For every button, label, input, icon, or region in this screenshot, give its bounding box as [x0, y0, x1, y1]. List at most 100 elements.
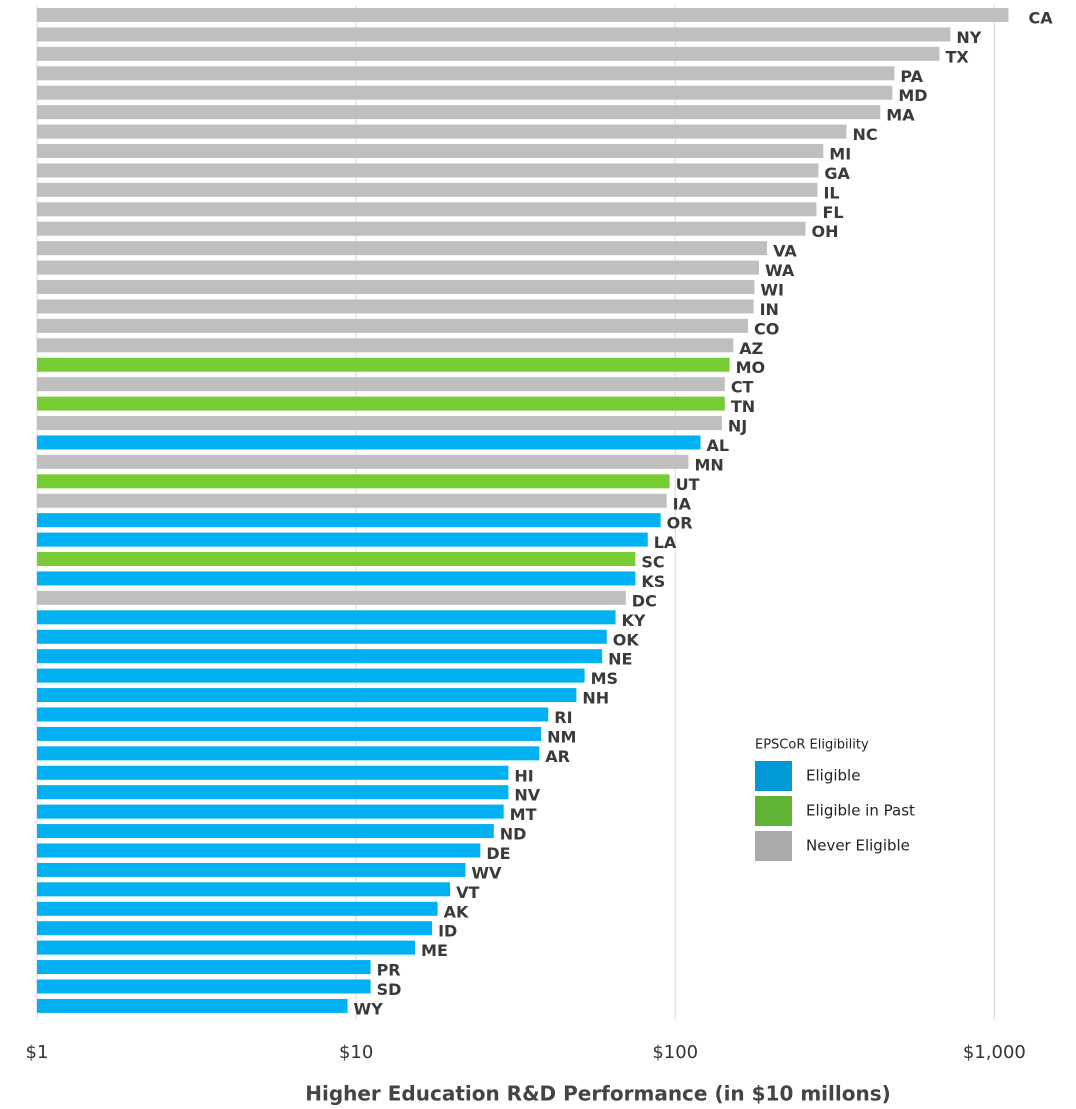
bar	[37, 532, 648, 547]
legend-label: Never Eligible	[806, 837, 910, 855]
bar-label: AZ	[739, 339, 763, 358]
bar	[37, 280, 755, 295]
bar	[37, 27, 951, 42]
bar	[37, 85, 893, 100]
bar-label: DE	[486, 844, 510, 863]
bar-label: AK	[444, 902, 469, 921]
bar-label: OH	[812, 222, 839, 241]
bar	[37, 765, 509, 780]
bar-label: NE	[608, 650, 632, 669]
bar	[37, 998, 348, 1013]
bar	[37, 416, 722, 431]
bar	[37, 454, 689, 469]
legend-label: Eligible in Past	[806, 802, 915, 820]
bar-label: CA	[1028, 9, 1053, 28]
bar	[37, 260, 759, 275]
bar-label: WV	[471, 863, 502, 882]
bar-label: PA	[900, 67, 923, 86]
x-tick-label: $10	[339, 1042, 373, 1063]
bar	[37, 746, 540, 761]
bar-label: IL	[823, 183, 839, 202]
bar	[37, 921, 433, 936]
bar-label: IA	[673, 494, 692, 513]
bar	[37, 901, 438, 916]
legend-title: EPSCoR Eligibility	[755, 738, 869, 753]
bar	[37, 124, 847, 139]
bar	[37, 590, 626, 605]
bar-label: AL	[707, 436, 730, 455]
bar	[37, 144, 824, 159]
bar	[37, 668, 585, 683]
bar-label: ID	[438, 922, 457, 941]
bar-label: UT	[676, 475, 700, 494]
bar	[37, 163, 819, 178]
bar-label: MT	[510, 805, 537, 824]
bar-label: IN	[760, 300, 779, 319]
bar	[37, 474, 670, 489]
bar	[37, 882, 451, 897]
x-tick-label: $1	[26, 1042, 49, 1063]
bar-label: DC	[632, 591, 657, 610]
bar	[37, 785, 509, 800]
bar-label: ME	[421, 941, 448, 960]
bar	[37, 979, 371, 994]
bar	[37, 960, 371, 975]
x-tick-label: $1,000	[963, 1042, 1026, 1063]
bar-label: NY	[956, 28, 981, 47]
bar	[37, 221, 806, 236]
bar-label: FL	[822, 203, 843, 222]
bar-label: VT	[456, 883, 479, 902]
bar-label: KY	[622, 611, 646, 630]
bar-label: NC	[852, 125, 877, 144]
bar-label: SC	[641, 553, 664, 572]
bar-label: OK	[613, 630, 640, 649]
bar-label: PR	[377, 961, 401, 980]
bar-label: NJ	[728, 417, 747, 436]
bar-label: MD	[898, 86, 927, 105]
bar	[37, 649, 603, 664]
bar-label: MO	[736, 358, 766, 377]
bar	[37, 8, 1009, 22]
legend-swatch	[755, 831, 792, 861]
bar-label: RI	[554, 708, 572, 727]
bar	[37, 241, 768, 256]
bar-label: HI	[514, 766, 533, 785]
legend-swatch	[755, 796, 792, 826]
legend-swatch	[755, 761, 792, 791]
bar-label: ND	[500, 825, 527, 844]
bar	[37, 824, 494, 839]
bar	[37, 357, 730, 372]
x-tick-label: $100	[652, 1042, 698, 1063]
bar-label: VA	[773, 242, 797, 261]
bar-label: WI	[760, 281, 784, 300]
bar	[37, 338, 734, 353]
bar	[37, 318, 748, 333]
bar-label: LA	[654, 533, 677, 552]
bar	[37, 707, 549, 722]
bar	[37, 571, 636, 586]
bar-label: MI	[829, 145, 851, 164]
bar	[37, 610, 616, 625]
bar	[37, 843, 481, 858]
bar	[37, 513, 661, 528]
bar-label: MA	[886, 106, 915, 125]
bar	[37, 435, 701, 450]
bar-label: SD	[377, 980, 402, 999]
bar-label: WA	[765, 261, 795, 280]
bar-label: NH	[582, 689, 609, 708]
bar-label: KS	[641, 572, 665, 591]
bar	[37, 182, 818, 197]
x-axis-label: Higher Education R&D Performance (in $10…	[305, 1082, 891, 1106]
bar-label: MS	[591, 669, 618, 688]
bar	[37, 688, 577, 703]
bar	[37, 396, 725, 411]
bar-label: MN	[694, 455, 723, 474]
bar	[37, 629, 607, 644]
bar-label: CO	[754, 319, 779, 338]
bar-label: AR	[545, 747, 570, 766]
bar-label: TX	[945, 47, 969, 66]
bar	[37, 299, 754, 314]
bar-label: WY	[354, 999, 384, 1018]
bar-label: OR	[667, 514, 693, 533]
